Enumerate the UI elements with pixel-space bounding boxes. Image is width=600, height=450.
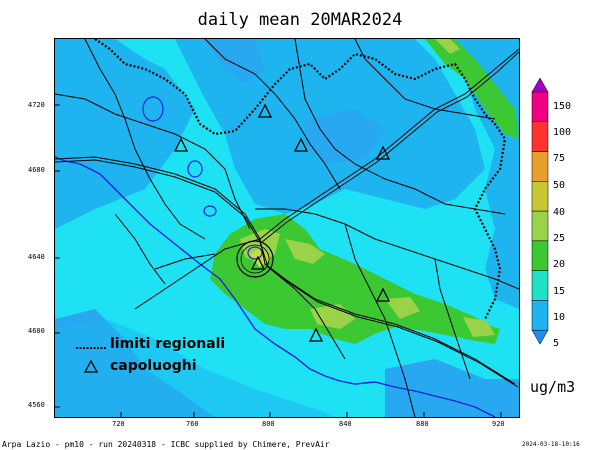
band-15-20 — [210, 39, 519, 344]
legend-swatch — [531, 181, 549, 212]
legend-label: 20 — [553, 259, 566, 270]
map-title: daily mean 20MAR2024 — [197, 10, 403, 30]
tick-marks — [55, 104, 502, 417]
capital-6 — [375, 287, 391, 302]
legend-swatch — [531, 240, 549, 271]
capital-markers — [173, 103, 391, 342]
legend-label: 25 — [553, 233, 566, 244]
legend-label: 150 — [553, 101, 572, 112]
sea-area — [55, 319, 335, 417]
y-tick-label: 4680 — [28, 166, 45, 174]
legend-label: 100 — [553, 127, 572, 138]
map-frame — [54, 38, 520, 418]
ring-road — [236, 240, 274, 278]
legend-label: 50 — [553, 180, 566, 191]
x-tick-label: 800 — [262, 420, 275, 428]
concentration-map — [55, 39, 519, 417]
band-20-25 — [240, 39, 495, 337]
footer-credits: Arpa Lazio - pm10 - run 20240318 - ICBC … — [2, 440, 330, 449]
coastline — [55, 156, 496, 417]
ring-road-inner — [240, 244, 270, 274]
capital-7 — [308, 327, 324, 342]
y-tick-label: 4720 — [28, 101, 45, 109]
capital-2 — [173, 137, 189, 152]
capital-5 — [250, 255, 266, 270]
band-5-10 — [55, 39, 519, 417]
y-tick-label: 4560 — [28, 401, 45, 409]
x-tick-label: 920 — [492, 420, 505, 428]
legend-swatch — [531, 91, 549, 123]
highways — [55, 48, 519, 388]
legend-label: 40 — [553, 207, 566, 218]
legend-label: 5 — [553, 338, 560, 349]
lakes — [142, 96, 263, 260]
legend-swatch — [531, 151, 549, 182]
legend-label: 10 — [553, 312, 566, 323]
legend-swatch — [531, 270, 549, 301]
x-tick-label: 720 — [112, 420, 125, 428]
x-tick-label: 760 — [186, 420, 199, 428]
y-tick-label: 4640 — [28, 253, 45, 261]
capital-4 — [375, 145, 391, 160]
x-tick-label: 880 — [416, 420, 429, 428]
footer-timestamp: 2024-03-18-10:16 — [522, 441, 580, 448]
legend-swatch — [531, 121, 549, 152]
unit-label: ug/m3 — [530, 378, 576, 396]
province-boundaries — [55, 39, 519, 417]
capital-3 — [293, 137, 309, 152]
legend-swatch — [531, 210, 549, 242]
x-tick-label: 840 — [339, 420, 352, 428]
legend-swatch-top-arrow — [531, 78, 549, 93]
key-capital-label: capoluoghi — [110, 358, 197, 374]
capital-1 — [257, 103, 273, 118]
regional-limits — [94, 39, 507, 320]
key-boundary-label: limiti regionali — [110, 336, 226, 352]
legend-swatch — [531, 300, 549, 331]
color-scale-bar — [531, 78, 549, 345]
legend-label: 15 — [553, 286, 566, 297]
y-tick-label: 4600 — [28, 327, 45, 335]
legend-swatch-bottom-arrow — [531, 329, 549, 345]
legend-label: 75 — [553, 153, 566, 164]
key-capital-triangle — [83, 359, 99, 373]
